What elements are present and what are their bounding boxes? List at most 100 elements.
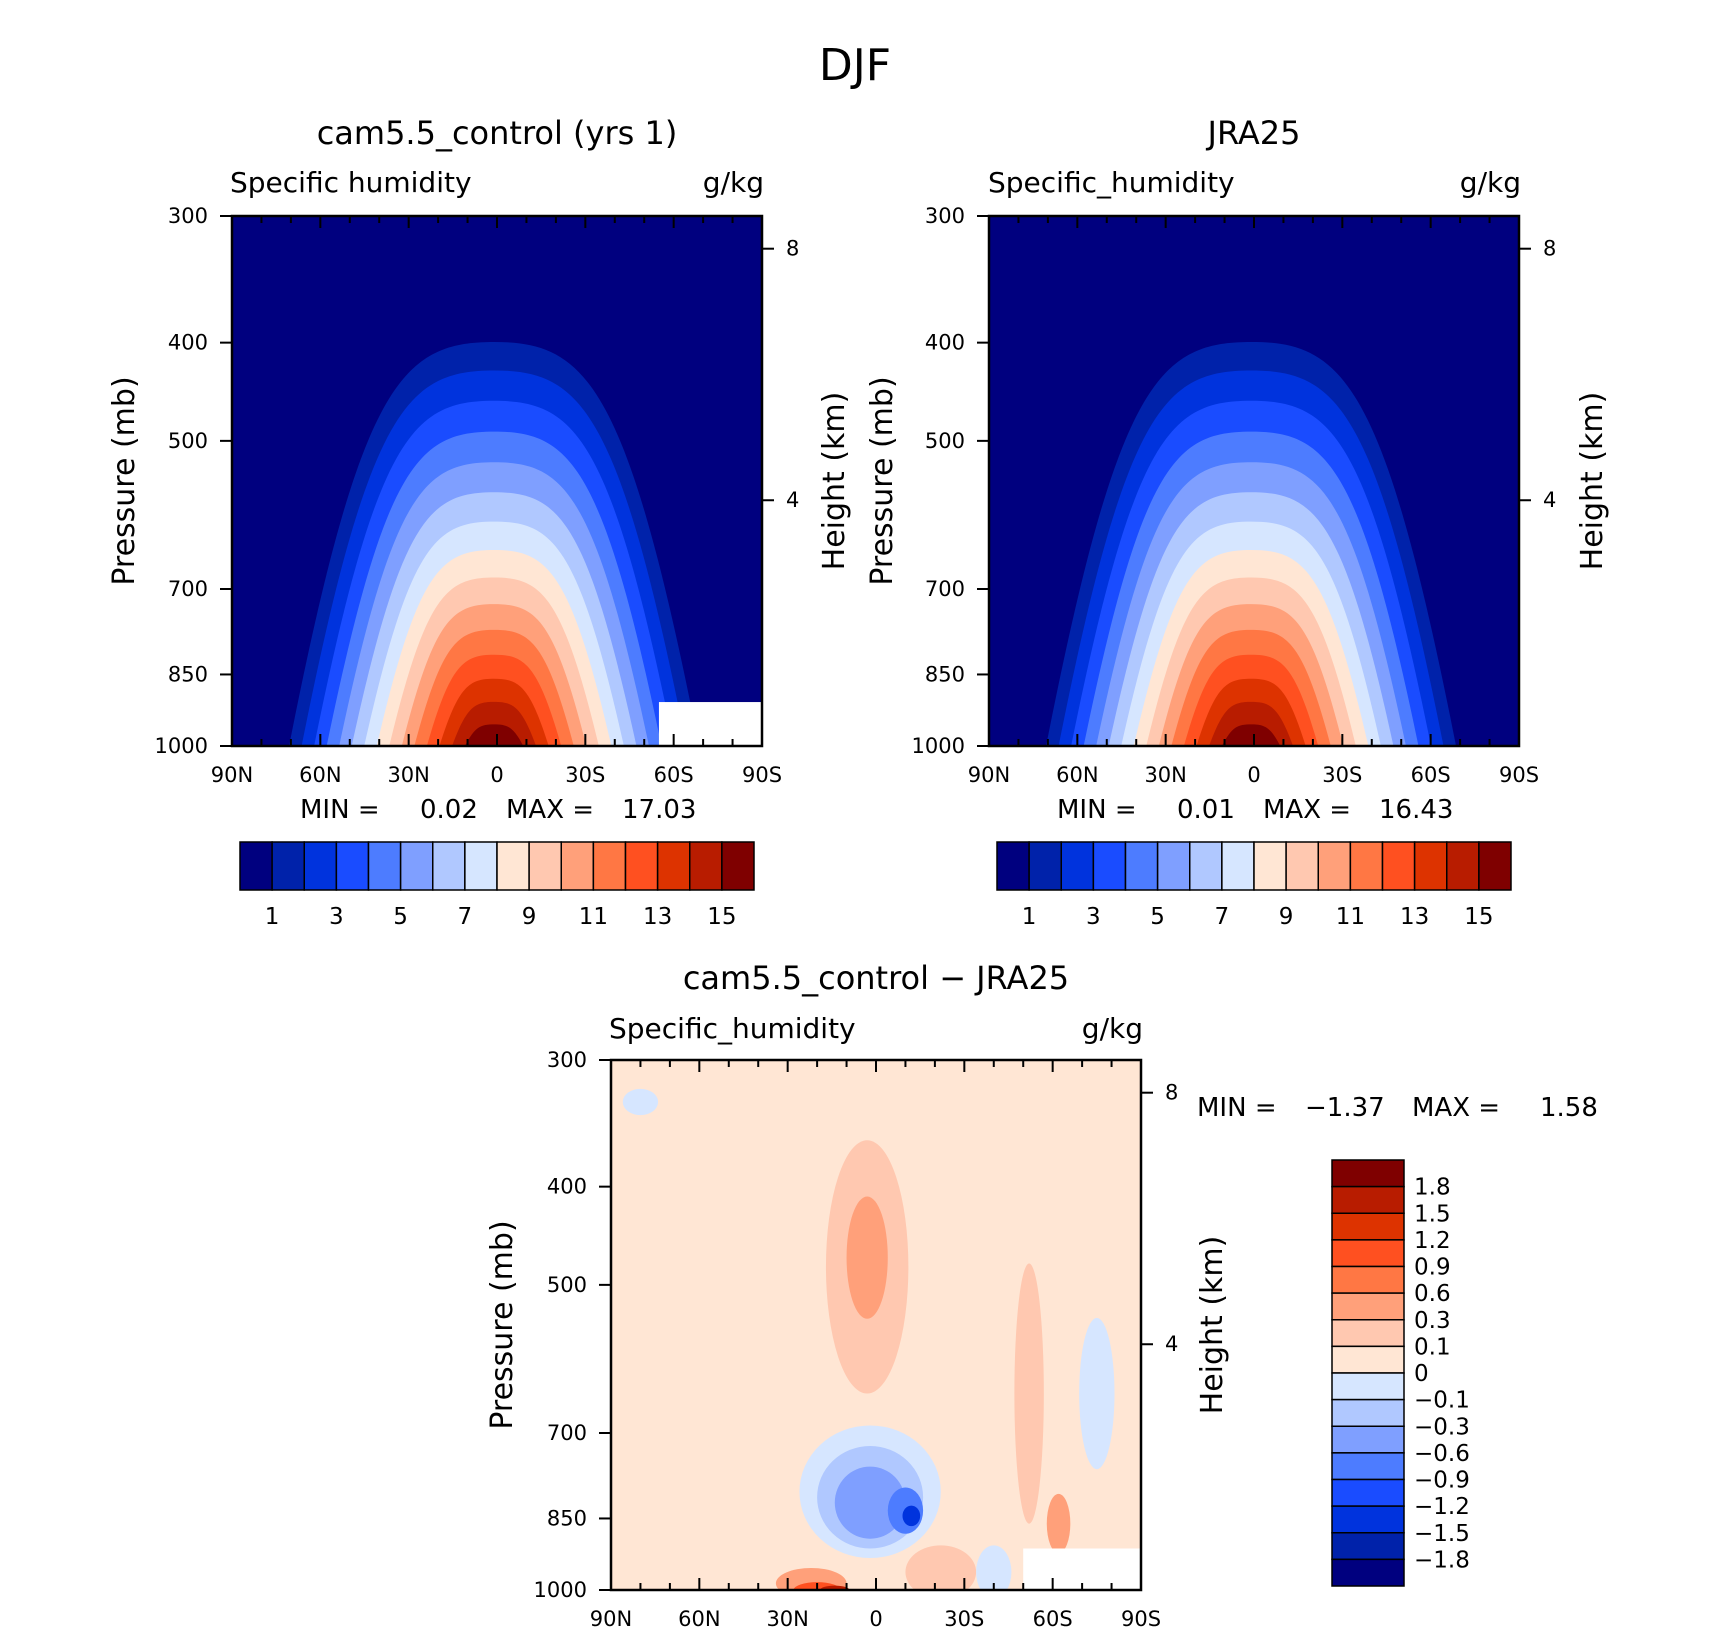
- y-tick-label: 850: [925, 662, 965, 686]
- colorbar-label: −1.2: [1414, 1494, 1470, 1520]
- colorbar-label: 1: [265, 904, 280, 930]
- colorbar-label: 3: [329, 904, 344, 930]
- colorbar-box: [335, 841, 370, 891]
- panel-model: cam5.5_control (yrs 1) Specific humidity…: [107, 114, 852, 930]
- x-tick-label: 0: [490, 763, 503, 787]
- negative-anomaly: [622, 1088, 659, 1116]
- y-tick-label: 1000: [155, 734, 208, 758]
- colorbar-box: [1331, 1239, 1405, 1268]
- colorbar-box: [1331, 1212, 1405, 1241]
- variable-label: Specific humidity: [230, 166, 472, 199]
- contour-field: [611, 1060, 1141, 1590]
- right-tick-label: 8: [786, 237, 799, 261]
- panel-title: cam5.5_control (yrs 1): [317, 114, 678, 152]
- colorbar-label: 15: [707, 904, 736, 930]
- positive-anomaly: [846, 1196, 888, 1319]
- colorbar-label: 5: [1150, 904, 1165, 930]
- colorbar-label: −1.8: [1414, 1547, 1470, 1573]
- colorbar-box: [1349, 841, 1384, 891]
- units-label: g/kg: [1460, 166, 1521, 199]
- colorbar-box: [1331, 1265, 1405, 1294]
- min-label: MIN =: [300, 795, 380, 825]
- max-value: 1.58: [1540, 1093, 1598, 1123]
- colorbar-label: −0.3: [1414, 1414, 1470, 1440]
- colorbar-box: [1331, 1505, 1405, 1534]
- right-axis-label: Height (km): [817, 392, 852, 571]
- colorbar: 1 3 5 7 9 11 13 15: [239, 841, 755, 930]
- colorbar-label: 9: [1279, 904, 1294, 930]
- x-tick-label: 30N: [1144, 763, 1186, 787]
- colorbar-label: 0.3: [1414, 1308, 1451, 1334]
- contour-level-15: [464, 724, 524, 746]
- colorbar-box: [1092, 841, 1127, 891]
- x-tick-label: 30N: [387, 763, 429, 787]
- colorbar-label: 13: [643, 904, 672, 930]
- y-tick-label: 700: [168, 577, 208, 601]
- min-value: 0.02: [420, 795, 478, 825]
- contour-field: [232, 216, 762, 746]
- colorbar-label: −0.1: [1414, 1388, 1470, 1414]
- y-tick-label: 700: [547, 1421, 587, 1445]
- x-tick-label: 30N: [766, 1607, 808, 1631]
- panel-diff: cam5.5_control − JRA25 Specific_humidity…: [485, 959, 1598, 1631]
- colorbar-box: [528, 841, 562, 891]
- min-label: MIN =: [1197, 1093, 1277, 1123]
- units-label: g/kg: [703, 166, 764, 199]
- x-tick-label: 60S: [1411, 763, 1451, 787]
- colorbar-box: [1060, 841, 1095, 891]
- x-tick-label: 90N: [968, 763, 1010, 787]
- panel-obs: JRA25 Specific_humidity g/kg 90N 60N 30N 0 3…: [865, 114, 1610, 930]
- colorbar-box: [592, 841, 627, 891]
- x-tick-label: 90S: [1499, 763, 1539, 787]
- colorbar-box: [464, 841, 498, 891]
- plot-axes: 90N 60N 30N 0 30S 60S 90S 300 400 500 700 850 1000 8 4: [534, 1048, 1179, 1631]
- colorbar: 1.81.51.20.90.60.30.10−0.1−0.3−0.6−0.9−1…: [1331, 1159, 1470, 1587]
- y-tick-label: 500: [168, 429, 208, 453]
- panel-title: cam5.5_control − JRA25: [683, 959, 1069, 997]
- plot-axes: 90N 60N 30N 0 30S 60S 90S 300 400 500 700 850 1000 8 4: [912, 204, 1557, 787]
- colorbar-box: [1331, 1398, 1405, 1427]
- y-axis-label: Pressure (mb): [485, 1220, 520, 1429]
- max-label: MAX =: [1263, 795, 1351, 825]
- colorbar-label: 3: [1086, 904, 1101, 930]
- negative-anomaly: [834, 1466, 906, 1539]
- colorbar-box: [1331, 1185, 1405, 1214]
- colorbar-box: [1156, 841, 1191, 891]
- colorbar-box: [1478, 841, 1512, 891]
- colorbar-label: 7: [1215, 904, 1230, 930]
- variable-label: Specific_humidity: [609, 1012, 856, 1045]
- max-label: MAX =: [1412, 1093, 1500, 1123]
- colorbar-box: [721, 841, 755, 891]
- colorbar-label: −0.9: [1414, 1468, 1470, 1494]
- colorbar-label: 0.9: [1414, 1255, 1451, 1281]
- y-tick-label: 400: [547, 1175, 587, 1199]
- right-axis-label: Height (km): [1575, 392, 1610, 571]
- negative-anomaly: [976, 1545, 1012, 1590]
- colorbar-box: [1124, 841, 1159, 891]
- max-value: 16.43: [1379, 795, 1453, 825]
- negative-anomaly: [902, 1505, 921, 1527]
- colorbar-label: 1.8: [1414, 1175, 1451, 1201]
- colorbar-label: 1: [1022, 904, 1037, 930]
- colorbar-box: [399, 841, 434, 891]
- colorbar-box: [1331, 1345, 1405, 1374]
- right-tick-label: 4: [786, 488, 799, 512]
- y-tick-label: 400: [168, 331, 208, 355]
- y-tick-label: 700: [925, 577, 965, 601]
- x-tick-label: 90S: [1121, 1607, 1161, 1631]
- colorbar-box: [1317, 841, 1352, 891]
- colorbar-box: [1028, 841, 1062, 891]
- colorbar-label: 9: [522, 904, 537, 930]
- colorbar-box: [1331, 1292, 1405, 1321]
- colorbar-box: [996, 841, 1030, 891]
- x-tick-label: 60N: [299, 763, 341, 787]
- max-value: 17.03: [622, 795, 696, 825]
- min-value: 0.01: [1177, 795, 1235, 825]
- units-label: g/kg: [1082, 1012, 1143, 1045]
- colorbar-box: [1331, 1159, 1405, 1188]
- colorbar-box: [1331, 1319, 1405, 1348]
- x-tick-label: 60N: [1056, 763, 1098, 787]
- colorbar-box: [1446, 841, 1480, 891]
- x-tick-label: 0: [869, 1607, 882, 1631]
